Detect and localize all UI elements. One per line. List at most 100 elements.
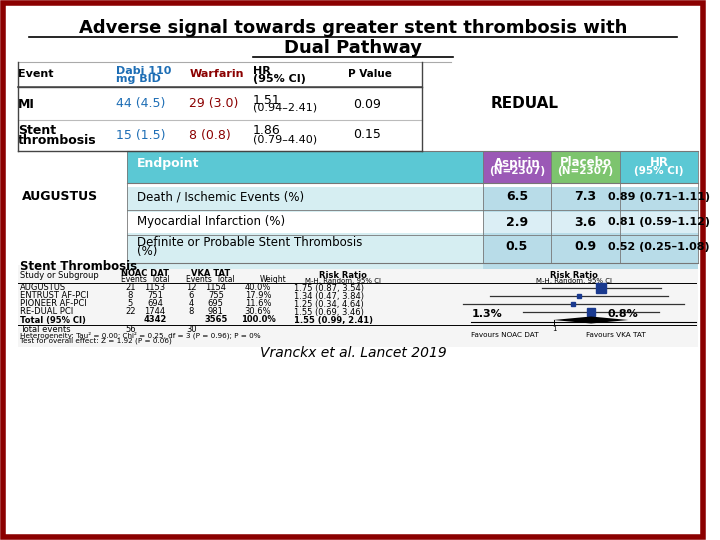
Text: 695: 695 xyxy=(208,300,224,308)
Bar xyxy=(127,151,698,183)
Text: Events  Total: Events Total xyxy=(186,274,235,284)
Text: RE-DUAL PCI: RE-DUAL PCI xyxy=(19,307,73,316)
Text: 8: 8 xyxy=(127,292,133,300)
Text: 100.0%: 100.0% xyxy=(240,315,275,325)
Bar xyxy=(482,212,552,240)
Text: 3.6: 3.6 xyxy=(575,215,596,228)
Text: 11.6%: 11.6% xyxy=(245,300,271,308)
Text: 0.81 (0.59–1.12): 0.81 (0.59–1.12) xyxy=(608,217,710,227)
Text: Weight: Weight xyxy=(259,274,286,284)
Text: Death / Ischemic Events (%): Death / Ischemic Events (%) xyxy=(138,191,305,204)
Bar xyxy=(552,151,620,183)
Text: 1.55 (0.99, 2.41): 1.55 (0.99, 2.41) xyxy=(294,315,373,325)
Text: 0.8%: 0.8% xyxy=(608,309,638,319)
Text: Study or Subgroup: Study or Subgroup xyxy=(19,272,99,280)
Text: 1744: 1744 xyxy=(145,307,166,316)
Text: 0.9: 0.9 xyxy=(575,240,597,253)
Text: AUGUSTUS: AUGUSTUS xyxy=(22,191,98,204)
Text: 0.89 (0.71–1.11): 0.89 (0.71–1.11) xyxy=(608,192,710,202)
Text: Vranckx et al. Lancet 2019: Vranckx et al. Lancet 2019 xyxy=(260,346,446,360)
Text: 694: 694 xyxy=(147,300,163,308)
Text: Favours NOAC DAT: Favours NOAC DAT xyxy=(472,332,539,338)
Text: Dual Pathway: Dual Pathway xyxy=(284,39,422,57)
Text: 7.3: 7.3 xyxy=(575,191,597,204)
Text: NOAC DAT: NOAC DAT xyxy=(121,268,169,278)
Text: HR: HR xyxy=(649,157,669,170)
Text: 0.09: 0.09 xyxy=(353,98,381,111)
Text: 1.55 (0.69, 3.46): 1.55 (0.69, 3.46) xyxy=(294,307,364,316)
Text: Risk Ratio: Risk Ratio xyxy=(320,272,367,280)
Text: 1153: 1153 xyxy=(145,284,166,293)
Text: 4342: 4342 xyxy=(143,315,166,325)
Bar xyxy=(18,265,698,347)
Text: Risk Ratio: Risk Ratio xyxy=(550,272,598,280)
Text: Event: Event xyxy=(18,69,53,79)
Text: Total (95% CI): Total (95% CI) xyxy=(19,315,86,325)
Text: 0.15: 0.15 xyxy=(353,129,381,141)
Text: M-H, Random, 95% CI: M-H, Random, 95% CI xyxy=(305,278,382,284)
Text: 30: 30 xyxy=(186,325,197,334)
Text: 8: 8 xyxy=(189,307,194,316)
Bar xyxy=(620,233,698,269)
Text: Endpoint: Endpoint xyxy=(138,158,200,171)
Polygon shape xyxy=(553,316,629,323)
Text: Aspirin: Aspirin xyxy=(493,157,540,170)
Text: 1.25 (0.34, 4.64): 1.25 (0.34, 4.64) xyxy=(294,300,364,308)
Text: REDUAL: REDUAL xyxy=(490,97,559,111)
Text: 2.9: 2.9 xyxy=(505,215,528,228)
Text: Definite or Probable Stent Thrombosis: Definite or Probable Stent Thrombosis xyxy=(138,235,363,248)
Bar xyxy=(552,233,620,269)
Text: Adverse signal towards greater stent thrombosis with: Adverse signal towards greater stent thr… xyxy=(79,19,627,37)
Text: 755: 755 xyxy=(208,292,224,300)
Text: Myocardial Infarction (%): Myocardial Infarction (%) xyxy=(138,215,285,228)
Text: 5: 5 xyxy=(128,300,133,308)
Text: HR: HR xyxy=(253,66,271,76)
Text: 44 (4.5): 44 (4.5) xyxy=(116,98,165,111)
Text: thrombosis: thrombosis xyxy=(18,133,96,146)
Text: 29 (3.0): 29 (3.0) xyxy=(189,98,238,111)
Text: 40.0%: 40.0% xyxy=(245,284,271,293)
Text: Test for overall effect: Z = 1.92 (P = 0.06): Test for overall effect: Z = 1.92 (P = 0… xyxy=(19,338,171,345)
Text: 30.6%: 30.6% xyxy=(245,307,271,316)
Text: Events  Total: Events Total xyxy=(121,274,169,284)
Text: 1.75 (0.87, 3.54): 1.75 (0.87, 3.54) xyxy=(294,284,364,293)
Text: Placebo: Placebo xyxy=(559,157,611,170)
Text: MI: MI xyxy=(18,98,35,111)
Bar xyxy=(482,187,552,215)
Text: 4: 4 xyxy=(189,300,194,308)
Bar xyxy=(552,212,620,240)
Text: ENTRUST AF-PCI: ENTRUST AF-PCI xyxy=(19,292,89,300)
Text: VKA TAT: VKA TAT xyxy=(192,268,230,278)
Text: M-H, Random, 95% CI: M-H, Random, 95% CI xyxy=(536,278,612,284)
Text: 981: 981 xyxy=(208,307,224,316)
Text: Heterogeneity: Tau² = 0.00; Chi² = 0.25, df = 3 (P = 0.96); P = 0%: Heterogeneity: Tau² = 0.00; Chi² = 0.25,… xyxy=(19,331,260,339)
Text: 56: 56 xyxy=(125,325,136,334)
Text: Favours VKA TAT: Favours VKA TAT xyxy=(586,332,646,338)
Text: 3565: 3565 xyxy=(204,315,228,325)
Text: (%): (%) xyxy=(138,246,158,259)
Text: (95% CI): (95% CI) xyxy=(253,74,306,84)
Text: 751: 751 xyxy=(147,292,163,300)
Text: Stent: Stent xyxy=(18,124,55,137)
Text: (N=2307): (N=2307) xyxy=(557,166,613,176)
Text: Dabi 110: Dabi 110 xyxy=(116,66,171,76)
Bar xyxy=(127,233,698,269)
Text: (N=2307): (N=2307) xyxy=(489,166,545,176)
Text: Stent Thrombosis: Stent Thrombosis xyxy=(19,260,137,273)
Text: Warfarin: Warfarin xyxy=(189,69,244,79)
Bar xyxy=(620,212,698,240)
Text: 8 (0.8): 8 (0.8) xyxy=(189,129,231,141)
Text: 1.86: 1.86 xyxy=(253,124,281,137)
Text: AUGUSTUS: AUGUSTUS xyxy=(19,284,66,293)
Text: P Value: P Value xyxy=(348,69,392,79)
Text: (0.79–4.40): (0.79–4.40) xyxy=(253,135,317,145)
Text: (0.94–2.41): (0.94–2.41) xyxy=(253,103,317,113)
Bar xyxy=(552,187,620,215)
Bar xyxy=(127,212,698,240)
Text: Total events: Total events xyxy=(19,325,71,334)
Text: PIONEER AF-PCI: PIONEER AF-PCI xyxy=(19,300,86,308)
Text: 21: 21 xyxy=(125,284,135,293)
Text: 1.51: 1.51 xyxy=(253,93,281,106)
Text: 22: 22 xyxy=(125,307,135,316)
Text: 1: 1 xyxy=(552,326,557,332)
